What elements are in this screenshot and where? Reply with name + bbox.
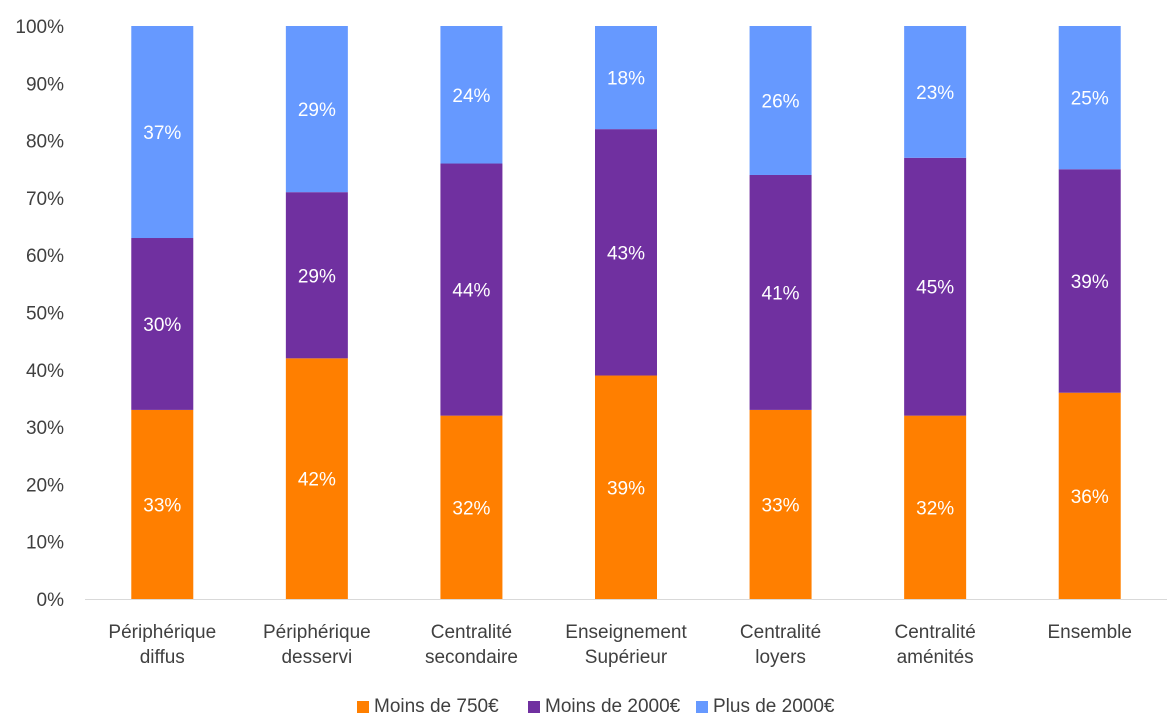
data-label: 43% bbox=[607, 243, 645, 264]
bar-segment bbox=[595, 26, 657, 130]
bar-segment bbox=[131, 26, 194, 239]
y-tick-label: 30% bbox=[26, 418, 64, 439]
category-label: Centralité bbox=[740, 622, 821, 643]
data-label: 33% bbox=[762, 495, 800, 516]
data-label: 44% bbox=[452, 281, 490, 302]
category-label: desservi bbox=[281, 647, 352, 668]
y-tick-label: 80% bbox=[26, 132, 64, 153]
y-tick-label: 40% bbox=[26, 361, 64, 382]
bar-segment bbox=[904, 26, 967, 158]
bar-segment bbox=[749, 174, 812, 410]
bar-segment bbox=[595, 375, 657, 599]
data-label: 42% bbox=[298, 470, 336, 491]
category-label: Supérieur bbox=[585, 647, 668, 668]
bar-segment bbox=[131, 409, 194, 599]
bar-segment bbox=[285, 26, 348, 193]
category-label: Enseignement bbox=[565, 622, 687, 643]
y-tick-label: 100% bbox=[15, 17, 64, 38]
data-label: 41% bbox=[762, 283, 800, 304]
y-tick-label: 70% bbox=[26, 189, 64, 210]
data-label: 26% bbox=[762, 91, 800, 112]
bar-segment bbox=[1058, 26, 1121, 170]
data-label: 33% bbox=[143, 495, 181, 516]
category-label: loyers bbox=[755, 647, 806, 668]
category-label: aménités bbox=[897, 647, 974, 668]
data-label: 25% bbox=[1071, 89, 1109, 110]
bar-segment bbox=[285, 192, 348, 359]
bar-segment bbox=[285, 358, 348, 599]
bar-segment bbox=[1058, 392, 1121, 599]
category-label: Centralité bbox=[431, 622, 512, 643]
bar-segment bbox=[440, 415, 503, 599]
data-label: 24% bbox=[452, 86, 490, 107]
legend-label: Moins de 2000€ bbox=[545, 696, 681, 717]
bar-segment bbox=[904, 415, 967, 599]
y-tick-label: 90% bbox=[26, 74, 64, 95]
category-label: Périphérique bbox=[108, 622, 216, 643]
bar-segment bbox=[595, 129, 657, 376]
data-label: 45% bbox=[916, 278, 954, 299]
data-label: 18% bbox=[607, 69, 645, 90]
bar-segment bbox=[131, 238, 194, 410]
data-label: 32% bbox=[452, 498, 490, 519]
category-label: Ensemble bbox=[1047, 622, 1132, 643]
category-label: Centralité bbox=[894, 622, 975, 643]
category-label: Périphérique bbox=[263, 622, 371, 643]
bar-segment bbox=[440, 163, 503, 416]
data-label: 39% bbox=[607, 478, 645, 499]
bar-segment bbox=[749, 26, 812, 175]
category-label: diffus bbox=[140, 647, 185, 668]
legend-swatch bbox=[528, 701, 540, 713]
data-label: 36% bbox=[1071, 487, 1109, 508]
y-tick-label: 60% bbox=[26, 246, 64, 267]
y-tick-label: 50% bbox=[26, 304, 64, 325]
legend-swatch bbox=[696, 701, 708, 713]
data-label: 39% bbox=[1071, 272, 1109, 293]
bar-segment bbox=[1058, 169, 1121, 393]
legend-label: Plus de 2000€ bbox=[713, 696, 835, 717]
data-label: 30% bbox=[143, 315, 181, 336]
y-tick-label: 20% bbox=[26, 475, 64, 496]
data-label: 29% bbox=[298, 266, 336, 287]
data-label: 23% bbox=[916, 83, 954, 104]
bar-segment bbox=[749, 409, 812, 599]
bar-segment bbox=[440, 26, 503, 164]
legend-label: Moins de 750€ bbox=[374, 696, 499, 717]
category-label: secondaire bbox=[425, 647, 518, 668]
bar-segment bbox=[904, 157, 967, 416]
data-label: 37% bbox=[143, 123, 181, 144]
legend-swatch bbox=[357, 701, 369, 713]
y-tick-label: 0% bbox=[37, 590, 65, 611]
data-label: 32% bbox=[916, 498, 954, 519]
y-tick-label: 10% bbox=[26, 533, 64, 554]
data-label: 29% bbox=[298, 100, 336, 121]
